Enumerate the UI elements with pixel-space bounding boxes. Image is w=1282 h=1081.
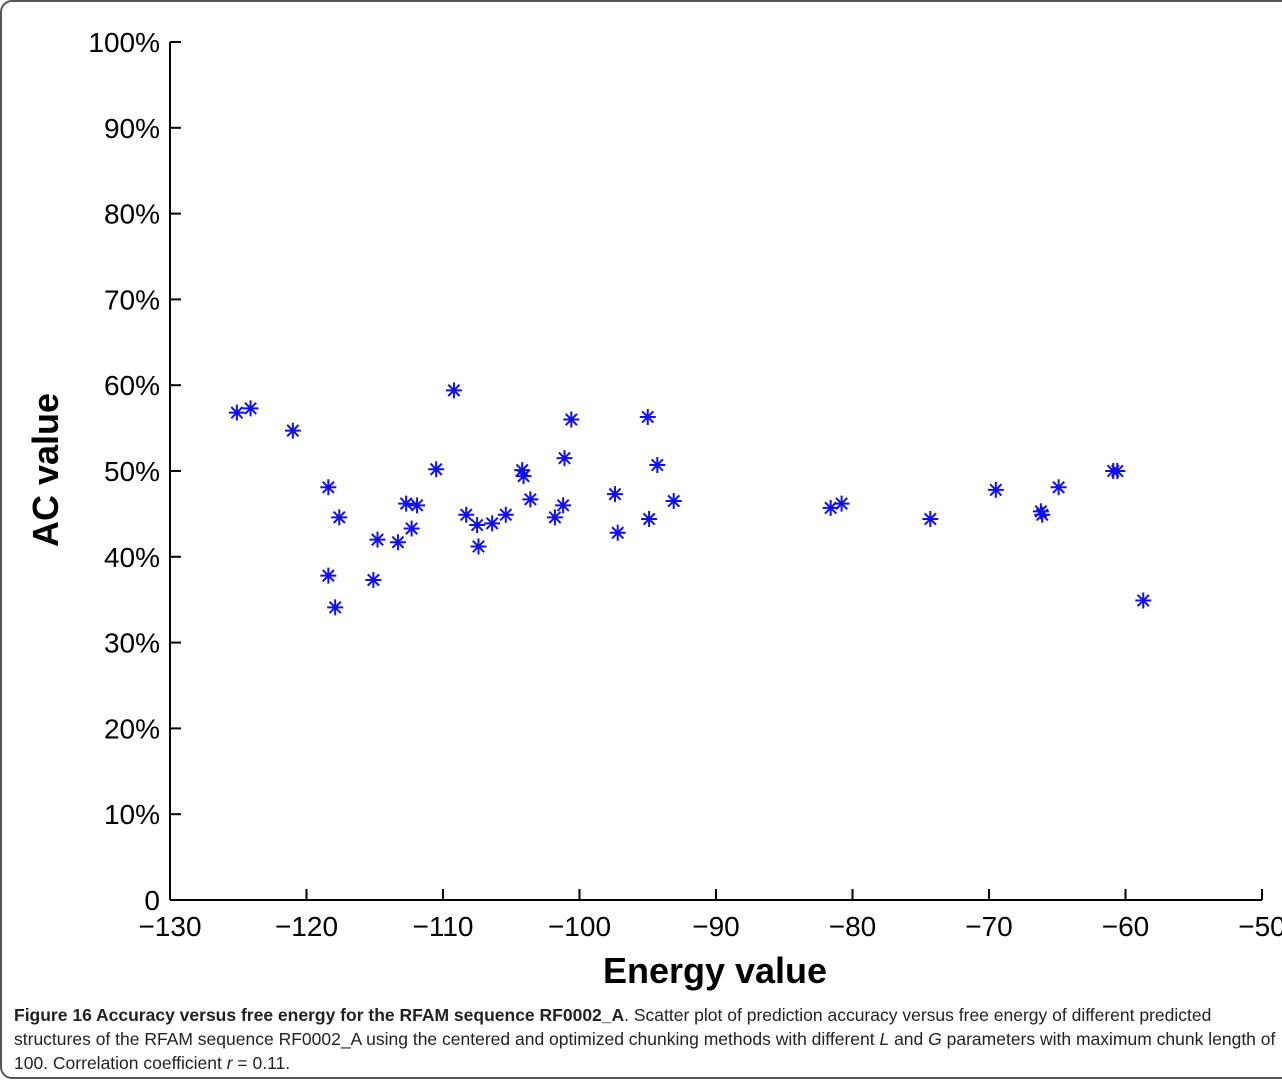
data-point: [1109, 463, 1126, 479]
x-tick-label: −80: [829, 911, 877, 942]
data-point: [458, 506, 475, 523]
caption-param-g: G: [928, 1029, 942, 1049]
data-point: [320, 479, 337, 496]
data-point: [389, 534, 406, 551]
x-tick-label: −120: [275, 911, 338, 942]
data-point: [409, 497, 426, 514]
data-point: [609, 524, 626, 541]
data-point: [403, 520, 420, 537]
caption-title: Figure 16 Accuracy versus free energy fo…: [14, 1005, 625, 1025]
x-tick-label: −90: [692, 911, 740, 942]
caption-text: = 0.11.: [232, 1053, 291, 1073]
data-point: [428, 461, 445, 478]
data-point: [556, 450, 573, 467]
data-point: [1034, 506, 1051, 523]
data-point: [398, 495, 415, 512]
data-point: [369, 531, 386, 548]
caption-text: . Scatter plot of prediction accuracy ve…: [14, 1005, 1212, 1049]
data-point: [822, 499, 839, 516]
data-point: [365, 571, 382, 588]
data-point: [284, 422, 301, 439]
data-point: [665, 493, 682, 510]
x-tick-label: −60: [1102, 911, 1150, 942]
data-point: [563, 411, 580, 428]
x-tick-label: −70: [965, 911, 1013, 942]
axes: −130 −120 −110 −100 −90 −80 −70 −60 −50 0 10% 20% 30…: [88, 27, 1282, 942]
data-point: [320, 567, 337, 584]
data-point: [546, 509, 563, 526]
data-point: [555, 497, 572, 514]
data-point: [497, 506, 514, 523]
y-tick-label: 40%: [104, 542, 160, 573]
data-point: [522, 491, 539, 508]
data-point: [470, 538, 487, 555]
y-tick-label: 90%: [104, 113, 160, 144]
data-point: [641, 511, 658, 528]
data-point: [514, 462, 531, 479]
data-point: [327, 599, 344, 616]
data-point: [484, 515, 501, 532]
y-tick-label: 30%: [104, 628, 160, 659]
data-point: [228, 404, 245, 421]
y-tick-label: 80%: [104, 199, 160, 230]
data-points: [228, 382, 1152, 616]
y-tick-label: 20%: [104, 713, 160, 744]
x-tick-label: −100: [548, 911, 611, 942]
data-point: [922, 511, 939, 528]
data-point: [1032, 503, 1049, 520]
data-point: [445, 382, 462, 399]
data-point: [606, 486, 623, 503]
caption-text: and: [889, 1029, 929, 1049]
y-tick-label: 0: [144, 885, 160, 916]
data-point: [331, 509, 348, 526]
x-tick-label: −110: [413, 911, 474, 942]
x-tick-label: −50: [1238, 911, 1282, 942]
data-point: [1135, 592, 1152, 609]
scatter-chart: −130 −120 −110 −100 −90 −80 −70 −60 −50 0 10% 20% 30…: [25, 27, 1282, 991]
y-axis-label: AC value: [25, 393, 66, 547]
x-axis-label: Energy value: [603, 950, 827, 991]
caption-text: parameters with maximum chunk length of …: [14, 1029, 1276, 1073]
y-tick-label: 100%: [88, 27, 160, 58]
y-tick-label: 50%: [104, 456, 160, 487]
figure-caption: Figure 16 Accuracy versus free energy fo…: [14, 1003, 1280, 1075]
data-point: [649, 456, 666, 473]
caption-coefficient-symbol: r: [226, 1053, 233, 1073]
data-point: [469, 517, 486, 534]
x-tick-label: −130: [138, 911, 201, 942]
data-point: [242, 400, 259, 417]
data-point: [639, 408, 656, 425]
data-point: [833, 495, 850, 512]
data-point: [987, 481, 1004, 498]
y-tick-label: 10%: [104, 799, 160, 830]
data-point: [1050, 479, 1067, 496]
data-point: [515, 468, 532, 485]
y-tick-label: 60%: [104, 370, 160, 401]
caption-param-l: L: [879, 1029, 890, 1049]
y-tick-label: 70%: [104, 284, 160, 315]
